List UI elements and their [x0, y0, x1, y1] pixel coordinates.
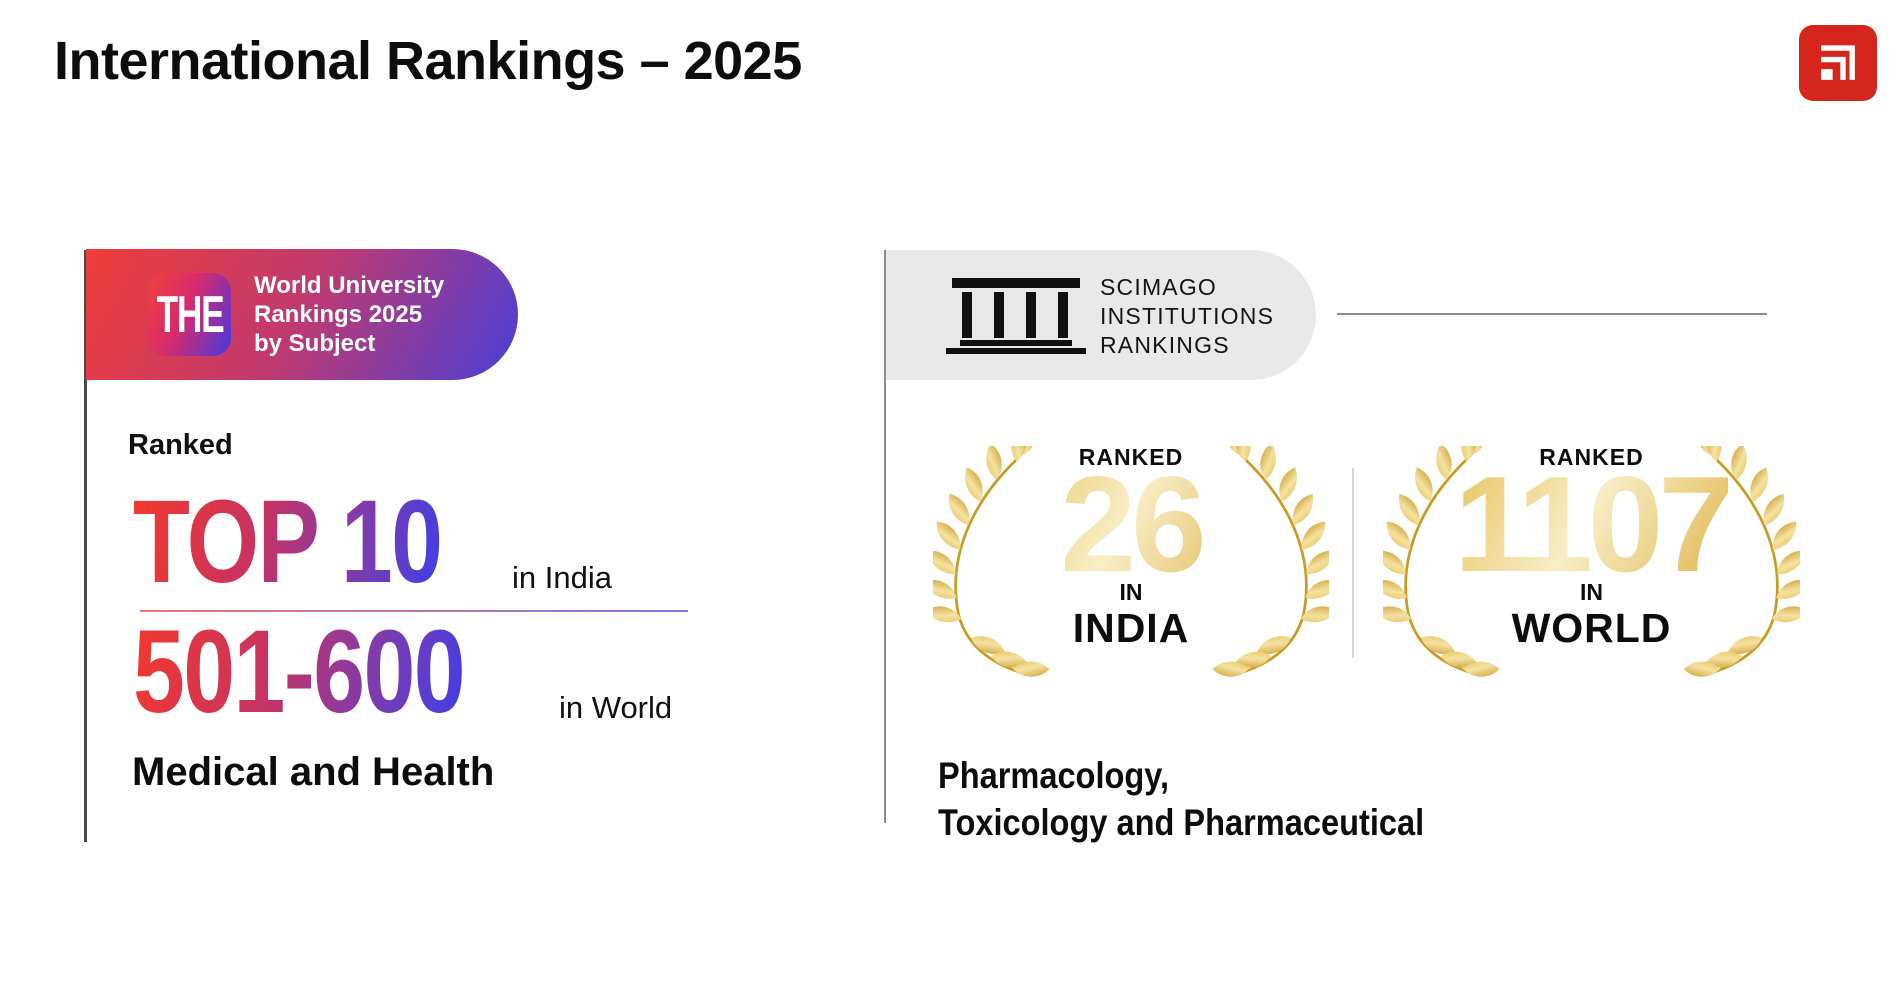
- rank-world-suffix: in World: [559, 690, 673, 725]
- the-logo-tile: THE: [148, 273, 231, 356]
- gradient-divider: [140, 610, 688, 612]
- rank-501-600-world: 501-600: [133, 606, 466, 738]
- the-subject-label: Medical and Health: [132, 750, 495, 794]
- page-title: International Rankings – 2025: [54, 31, 802, 91]
- left-panel-vertical-rule: [84, 250, 87, 842]
- award-rank-value: 26: [935, 456, 1327, 592]
- scimago-subject-line: Pharmacology,: [938, 755, 1170, 796]
- scimago-badge: SCIMAGO INSTITUTIONS RANKINGS: [886, 250, 1316, 380]
- the-badge-title-line: World University: [254, 272, 445, 299]
- the-badge-title: World University Rankings 2025 by Subjec…: [254, 271, 444, 358]
- the-logo-text: THE: [156, 285, 224, 344]
- scimago-badge-line: SCIMAGO: [1100, 274, 1218, 300]
- award-content: RANKED 26 IN INDIA: [935, 444, 1327, 650]
- scimago-subject-line: Toxicology and Pharmaceutical: [938, 802, 1425, 843]
- award-scope-prefix: IN: [1580, 579, 1603, 605]
- building-columns-icon: [946, 278, 1086, 354]
- award-ranked-label: RANKED: [1539, 444, 1644, 470]
- award-scope: INDIA: [1072, 605, 1190, 651]
- award-scope: WORLD: [1511, 605, 1672, 651]
- rank-top10-india: TOP 10: [133, 476, 443, 608]
- scimago-subject-label: Pharmacology, Toxicology and Pharmaceuti…: [938, 752, 1424, 846]
- award-rank-india: RANKED 26 IN INDIA: [935, 428, 1327, 698]
- award-content: RANKED 1107 IN WORLD: [1385, 444, 1798, 650]
- brand-logo: [1799, 25, 1877, 101]
- award-ranked-label: RANKED: [1078, 444, 1184, 470]
- ranked-label: Ranked: [128, 429, 233, 461]
- scimago-badge-title: SCIMAGO INSTITUTIONS RANKINGS: [1100, 273, 1274, 360]
- the-rankings-badge: THE World University Rankings 2025 by Su…: [86, 249, 518, 380]
- the-badge-title-line: by Subject: [254, 330, 376, 357]
- scimago-horizontal-rule: [1337, 313, 1767, 315]
- award-rank-value: 1107: [1385, 456, 1798, 592]
- scimago-badge-line: RANKINGS: [1100, 332, 1230, 358]
- corner-frames-icon: [1821, 45, 1855, 80]
- award-divider-rule: [1352, 468, 1354, 658]
- award-rank-world: RANKED 1107 IN WORLD: [1385, 428, 1798, 698]
- award-scope-prefix: IN: [1119, 579, 1143, 605]
- rank-india-suffix: in India: [512, 560, 612, 595]
- right-panel-vertical-rule: [884, 250, 886, 823]
- scimago-badge-line: INSTITUTIONS: [1100, 303, 1275, 329]
- the-badge-title-line: Rankings 2025: [254, 301, 423, 328]
